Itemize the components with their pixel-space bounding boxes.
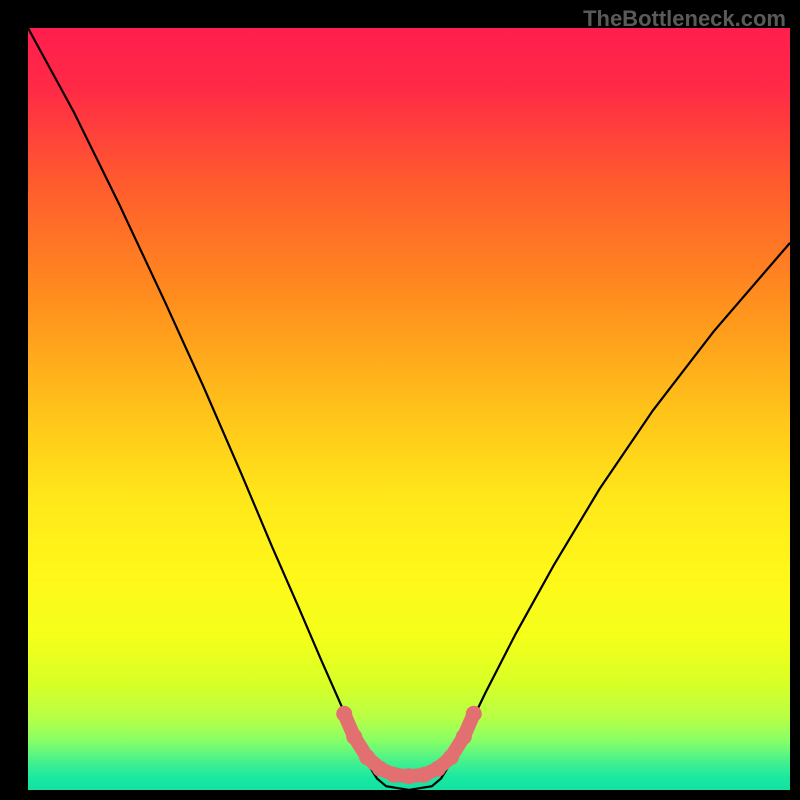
valley-marker-dot (466, 706, 482, 722)
valley-marker-dot (430, 761, 446, 777)
valley-marker-dot (346, 729, 362, 745)
watermark-text: TheBottleneck.com (583, 6, 786, 32)
plot-area (28, 28, 790, 790)
valley-marker-dot (416, 767, 432, 783)
valley-marker-dot (401, 768, 417, 784)
chart-svg (28, 28, 790, 790)
valley-marker-dot (443, 749, 459, 765)
gradient-background (28, 28, 790, 790)
valley-marker-dot (372, 761, 388, 777)
valley-marker-dot (336, 706, 352, 722)
valley-marker-dot (456, 729, 472, 745)
valley-marker-dot (359, 749, 375, 765)
valley-marker-dot (386, 767, 402, 783)
stage: TheBottleneck.com (0, 0, 800, 800)
